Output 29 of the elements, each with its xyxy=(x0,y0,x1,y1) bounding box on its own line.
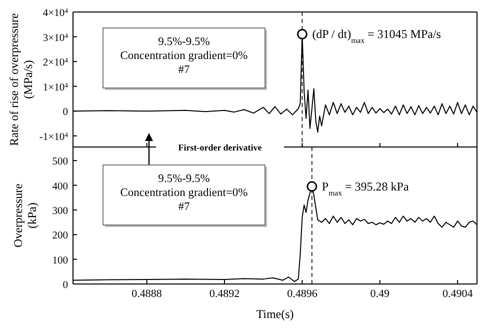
y-tick-label: 1×10$^{4}$ xyxy=(42,82,69,94)
y-axis-title: Overpressure (kPa) xyxy=(11,184,39,248)
annotation: 9.5%-9.5% xyxy=(158,36,210,48)
y-tick-label: 2×10$^{4}$ xyxy=(42,57,69,69)
y-tick-label: 500 xyxy=(52,156,68,168)
y-tick-label: 0 xyxy=(62,107,68,118)
x-tick-label: 0.4896 xyxy=(287,288,318,300)
annotation: Concentration gradient=0% xyxy=(120,187,248,199)
y-tick-label: 200 xyxy=(52,230,68,242)
y-tick-label: 400 xyxy=(52,181,68,192)
annotation: 9.5%-9.5% xyxy=(158,173,210,185)
y-tick-label: 100 xyxy=(52,255,68,266)
annotation: Concentration gradient=0% xyxy=(120,50,248,62)
y-tick-label: 4×10$^{4}$ xyxy=(42,8,69,19)
x-tick-label: 0.4904 xyxy=(442,288,474,300)
x-tick-label: 0.4892 xyxy=(209,288,240,300)
y-tick-label: 0 xyxy=(62,280,68,291)
annotation: (dP / dt)$_{max}$ = 31045 MPa/s xyxy=(312,27,442,45)
annotation: P$_{max}$ = 395.28 kPa xyxy=(322,179,410,197)
x-axis-title: Time(s) xyxy=(256,307,294,321)
annotation: #7 xyxy=(178,201,190,213)
x-tick-label: 0.49 xyxy=(370,288,390,300)
y-tick-label: 3×10$^{4}$ xyxy=(42,32,69,44)
y-tick-label: -1×10$^{4}$ xyxy=(39,131,69,143)
y-tick-label: 300 xyxy=(52,206,68,217)
annotation: First-order derivative xyxy=(178,142,262,152)
y-axis-title: Rate of rise of overpressure (MPa/s) xyxy=(7,13,35,146)
x-tick-label: 0.4888 xyxy=(132,288,162,300)
annotation: #7 xyxy=(178,64,190,76)
